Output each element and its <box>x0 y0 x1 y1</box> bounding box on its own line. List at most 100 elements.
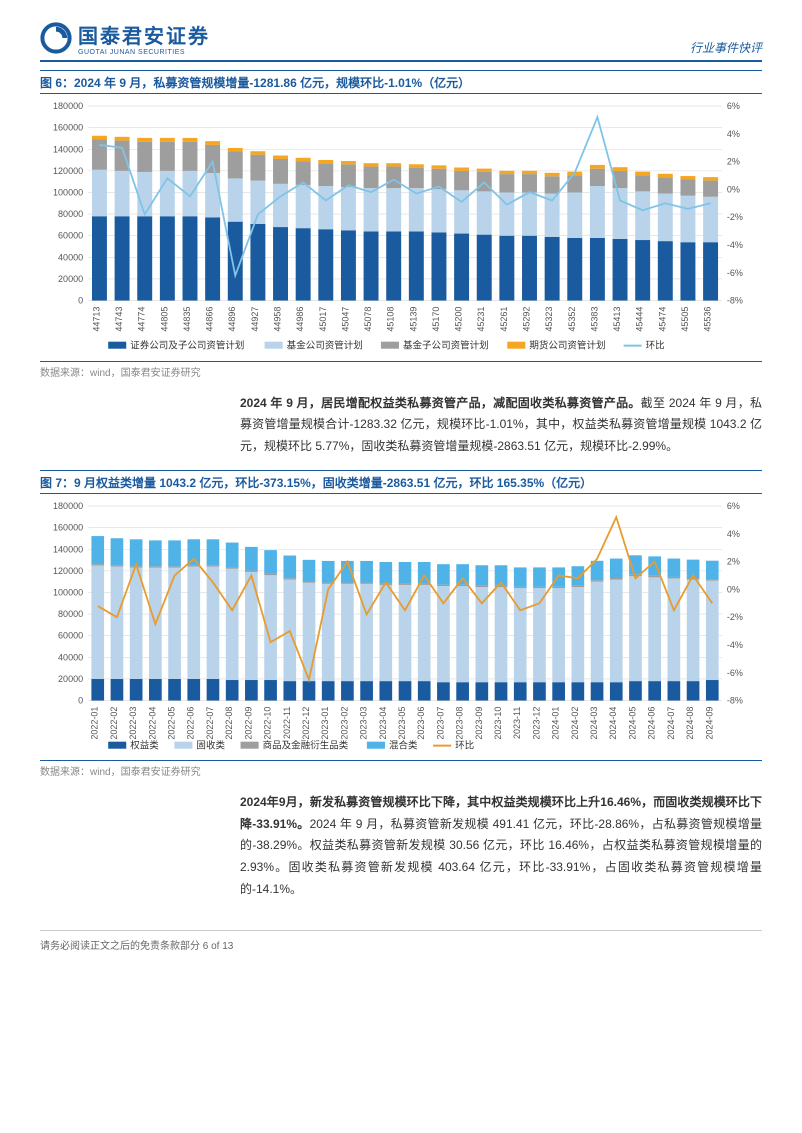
fig6-source: 数据来源：wind，国泰君安证券研究 <box>40 361 762 379</box>
svg-text:45536: 45536 <box>703 307 713 332</box>
svg-text:0: 0 <box>78 695 83 705</box>
svg-text:6%: 6% <box>727 101 740 111</box>
svg-text:160000: 160000 <box>53 522 83 532</box>
svg-text:2024-07: 2024-07 <box>666 706 676 739</box>
svg-text:80000: 80000 <box>58 209 83 219</box>
svg-text:2023-09: 2023-09 <box>474 706 484 739</box>
page-header: 国泰君安证券 GUOTAI JUNAN SECURITIES 行业事件快评 <box>40 20 762 62</box>
svg-text:45292: 45292 <box>521 307 531 332</box>
svg-text:45413: 45413 <box>612 307 622 332</box>
svg-text:混合类: 混合类 <box>389 739 418 751</box>
svg-text:40000: 40000 <box>58 252 83 262</box>
para1-bold: 2024 年 9 月，居民增配权益类私募资管产品，减配固收类私募资管产品。 <box>240 396 641 410</box>
svg-text:2023-06: 2023-06 <box>416 706 426 739</box>
svg-text:2022-04: 2022-04 <box>147 706 157 739</box>
svg-text:2022-07: 2022-07 <box>205 706 215 739</box>
svg-text:45170: 45170 <box>431 307 441 332</box>
svg-text:180000: 180000 <box>53 501 83 511</box>
svg-text:2023-03: 2023-03 <box>359 706 369 739</box>
para2-rest: 2024 年 9 月，私募资管新发规模 491.41 亿元，环比-28.86%，… <box>240 817 762 896</box>
svg-text:2023-12: 2023-12 <box>531 706 541 739</box>
svg-text:环比: 环比 <box>455 739 474 751</box>
svg-text:2023-08: 2023-08 <box>455 706 465 739</box>
svg-text:商品及金融衍生品类: 商品及金融衍生品类 <box>263 739 349 751</box>
svg-text:45139: 45139 <box>408 307 418 332</box>
svg-text:-8%: -8% <box>727 695 743 705</box>
svg-text:44805: 44805 <box>159 307 169 332</box>
svg-text:2022-01: 2022-01 <box>90 706 100 739</box>
svg-text:45200: 45200 <box>454 307 464 332</box>
svg-text:4%: 4% <box>727 129 740 139</box>
svg-text:基金公司资管计划: 基金公司资管计划 <box>287 340 363 352</box>
svg-text:100000: 100000 <box>53 587 83 597</box>
fig7-title: 图 7：9 月权益类增量 1043.2 亿元，环比-373.15%，固收类增量-… <box>40 470 762 491</box>
svg-text:权益类: 权益类 <box>130 739 159 751</box>
svg-text:2024-02: 2024-02 <box>570 706 580 739</box>
svg-text:2022-09: 2022-09 <box>243 706 253 739</box>
svg-text:140000: 140000 <box>53 544 83 554</box>
paragraph-2: 2024年9月，新发私募资管规模环比下降，其中权益类规模环比上升16.46%，而… <box>240 792 762 900</box>
svg-text:180000: 180000 <box>53 101 83 111</box>
svg-text:环比: 环比 <box>646 340 665 352</box>
svg-text:0%: 0% <box>727 184 740 194</box>
svg-text:44986: 44986 <box>295 307 305 332</box>
svg-text:固收类: 固收类 <box>196 739 225 751</box>
fig6-title: 图 6：2024 年 9 月，私募资管规模增量-1281.86 亿元，规模环比-… <box>40 70 762 91</box>
svg-text:45352: 45352 <box>567 307 577 332</box>
svg-text:20000: 20000 <box>58 274 83 284</box>
svg-text:44835: 44835 <box>182 307 192 332</box>
svg-text:140000: 140000 <box>53 144 83 154</box>
svg-text:45505: 45505 <box>680 307 690 332</box>
svg-text:45383: 45383 <box>589 307 599 332</box>
svg-text:80000: 80000 <box>58 609 83 619</box>
svg-text:2%: 2% <box>727 556 740 566</box>
svg-text:2024-04: 2024-04 <box>608 706 618 739</box>
svg-text:2022-10: 2022-10 <box>263 706 273 739</box>
svg-text:44743: 44743 <box>114 307 124 332</box>
svg-text:100000: 100000 <box>53 187 83 197</box>
svg-text:45078: 45078 <box>363 307 373 332</box>
svg-text:-6%: -6% <box>727 268 743 278</box>
svg-text:2022-11: 2022-11 <box>282 706 292 738</box>
svg-text:2024-01: 2024-01 <box>551 706 561 739</box>
svg-text:44713: 44713 <box>91 307 101 332</box>
svg-text:45261: 45261 <box>499 307 509 332</box>
logo-text-cn: 国泰君安证券 <box>78 20 210 49</box>
svg-text:44958: 44958 <box>273 307 283 332</box>
svg-text:6%: 6% <box>727 501 740 511</box>
svg-text:-6%: -6% <box>727 667 743 677</box>
svg-text:2022-06: 2022-06 <box>186 706 196 739</box>
svg-text:2023-11: 2023-11 <box>512 706 522 738</box>
svg-text:44774: 44774 <box>137 307 147 332</box>
logo-text-en: GUOTAI JUNAN SECURITIES <box>78 49 210 56</box>
svg-text:2022-02: 2022-02 <box>109 706 119 739</box>
svg-text:-8%: -8% <box>727 296 743 306</box>
svg-text:2023-02: 2023-02 <box>339 706 349 739</box>
svg-text:45231: 45231 <box>476 307 486 332</box>
svg-text:证券公司及子公司资管计划: 证券公司及子公司资管计划 <box>130 340 244 352</box>
svg-text:44866: 44866 <box>205 307 215 332</box>
svg-text:2024-06: 2024-06 <box>647 706 657 739</box>
svg-text:2%: 2% <box>727 157 740 167</box>
svg-text:-2%: -2% <box>727 612 743 622</box>
svg-text:4%: 4% <box>727 528 740 538</box>
svg-text:2024-03: 2024-03 <box>589 706 599 739</box>
page-footer: 请务必阅读正文之后的免责条款部分 6 of 13 <box>40 930 762 952</box>
svg-text:2023-07: 2023-07 <box>435 706 445 739</box>
svg-text:45017: 45017 <box>318 307 328 332</box>
svg-text:120000: 120000 <box>53 565 83 575</box>
svg-text:0: 0 <box>78 296 83 306</box>
svg-text:45108: 45108 <box>386 307 396 332</box>
svg-text:2022-12: 2022-12 <box>301 706 311 739</box>
svg-text:-4%: -4% <box>727 240 743 250</box>
logo-block: 国泰君安证券 GUOTAI JUNAN SECURITIES <box>40 20 210 56</box>
svg-text:2022-03: 2022-03 <box>128 706 138 739</box>
svg-text:2023-01: 2023-01 <box>320 706 330 739</box>
paragraph-1: 2024 年 9 月，居民增配权益类私募资管产品，减配固收类私募资管产品。截至 … <box>240 393 762 458</box>
svg-text:2024-05: 2024-05 <box>627 706 637 739</box>
svg-text:45323: 45323 <box>544 307 554 332</box>
svg-text:2023-10: 2023-10 <box>493 706 503 739</box>
svg-text:160000: 160000 <box>53 123 83 133</box>
header-category: 行业事件快评 <box>690 39 762 56</box>
svg-text:120000: 120000 <box>53 166 83 176</box>
